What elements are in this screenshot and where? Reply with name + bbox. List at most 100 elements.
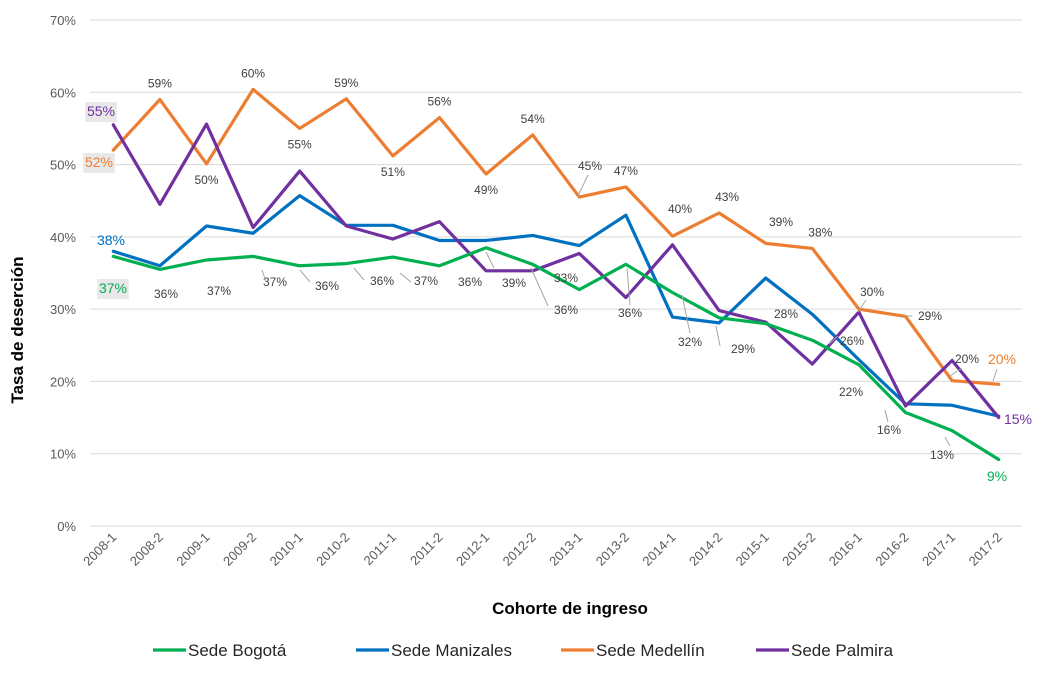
legend: Sede Bogotá Sede Manizales Sede Medellín Se… — [153, 641, 894, 660]
x-tick-label: 2013-1 — [546, 530, 585, 569]
x-tick-label: 2008-1 — [80, 530, 119, 569]
x-tick-label: 2011-1 — [360, 530, 399, 569]
x-tick-label: 2008-2 — [127, 530, 166, 569]
x-tick-label: 2009-2 — [220, 530, 259, 569]
leader-line — [681, 294, 691, 334]
x-tick-label: 2009-1 — [173, 530, 212, 569]
data-label: 59% — [334, 76, 358, 90]
y-tick-label: 30% — [50, 302, 76, 317]
x-tick-label: 2010-2 — [313, 530, 352, 569]
data-label: 22% — [839, 385, 863, 399]
data-label: 39% — [502, 276, 526, 290]
data-label: 40% — [668, 202, 692, 216]
data-label: 15% — [1004, 411, 1032, 427]
data-label: 38% — [97, 232, 125, 248]
data-label: 29% — [918, 309, 942, 323]
y-tick-label: 60% — [50, 85, 76, 100]
x-tick-label: 2016-1 — [826, 530, 865, 569]
x-tick-label: 2010-1 — [267, 530, 306, 569]
leader-line — [857, 299, 867, 313]
data-label: 29% — [731, 342, 755, 356]
leader-line — [949, 367, 963, 377]
series-line — [111, 194, 1001, 418]
data-label: 36% — [618, 306, 642, 320]
leader-line — [399, 272, 412, 283]
data-label: 33% — [554, 271, 578, 285]
y-tick-label: 50% — [50, 158, 76, 173]
legend-label: Sede Bogotá — [188, 641, 287, 660]
leader-line — [485, 251, 495, 269]
data-label: 36% — [458, 275, 482, 289]
y-tick-label: 20% — [50, 374, 76, 389]
x-tick-label: 2017-1 — [919, 530, 958, 569]
leader-line — [944, 436, 951, 447]
data-label: 36% — [315, 279, 339, 293]
leader-line — [828, 335, 839, 345]
y-tick-label: 70% — [50, 13, 76, 28]
data-label-background — [85, 102, 117, 122]
data-label: 9% — [987, 468, 1007, 484]
y-axis-title: Tasa de deserción — [8, 256, 27, 403]
data-label: 37% — [263, 275, 287, 289]
legend-label: Sede Manizales — [391, 641, 512, 660]
x-tick-label: 2012-2 — [500, 530, 539, 569]
x-tick-label: 2015-1 — [733, 530, 772, 569]
x-axis-ticks: 2008-1 2008-2 2009-1 2009-2 2010-1 2010-2 2011… — [80, 530, 1005, 569]
data-label: 55% — [288, 137, 312, 151]
y-tick-label: 10% — [50, 447, 76, 462]
series-line — [111, 122, 1001, 420]
data-label: 16% — [877, 423, 901, 437]
leader-line — [353, 267, 365, 281]
leader-line — [884, 409, 889, 423]
data-label: 49% — [474, 183, 498, 197]
series-line — [111, 246, 1001, 462]
data-label: 26% — [840, 334, 864, 348]
data-label: 50% — [194, 173, 218, 187]
leader-line — [577, 174, 589, 197]
data-label: 37% — [99, 280, 127, 296]
x-tick-label: 2015-2 — [779, 530, 818, 569]
legend-label: Sede Medellín — [596, 641, 705, 660]
data-label: 20% — [988, 351, 1016, 367]
leader-line — [992, 368, 998, 382]
data-label: 54% — [521, 112, 545, 126]
data-label: 36% — [154, 287, 178, 301]
y-axis-ticks: 0% 10% 20% 30% 40% 50% 60% 70% — [50, 13, 76, 534]
leader-line — [715, 325, 721, 347]
x-tick-label: 2014-2 — [686, 530, 725, 569]
data-labels: 52% 59% 50% 60% 55% 59% 51% 56% 49% 54% 45% 47% 40% 4… — [83, 66, 1032, 484]
data-label: 32% — [678, 335, 702, 349]
data-label: 37% — [414, 274, 438, 288]
data-label: 37% — [207, 284, 231, 298]
data-label: 56% — [427, 95, 451, 109]
data-label: 36% — [554, 303, 578, 317]
x-tick-label: 2012-1 — [453, 530, 492, 569]
data-label: 13% — [930, 448, 954, 462]
series-line — [111, 87, 1001, 386]
x-axis-title: Cohorte de ingreso — [492, 599, 648, 618]
data-label: 36% — [370, 274, 394, 288]
data-label: 52% — [85, 154, 113, 170]
series-lines — [111, 87, 1001, 462]
data-label: 39% — [769, 215, 793, 229]
legend-label: Sede Palmira — [791, 641, 894, 660]
y-tick-label: 40% — [50, 230, 76, 245]
leader-line — [261, 269, 267, 283]
data-label: 51% — [381, 165, 405, 179]
x-tick-label: 2014-1 — [639, 530, 678, 569]
data-label: 47% — [614, 164, 638, 178]
data-label: 38% — [808, 225, 832, 239]
data-label: 59% — [148, 77, 172, 91]
x-tick-label: 2016-2 — [872, 530, 911, 569]
data-label: 28% — [774, 307, 798, 321]
data-label: 60% — [241, 66, 265, 80]
leader-line — [626, 267, 631, 306]
data-label: 43% — [715, 190, 739, 204]
data-label: 45% — [578, 159, 602, 173]
x-tick-label: 2011-2 — [407, 530, 446, 569]
data-label-background — [97, 279, 129, 299]
x-tick-label: 2013-2 — [593, 530, 632, 569]
data-label: 55% — [87, 103, 115, 119]
x-tick-label: 2017-2 — [966, 530, 1005, 569]
